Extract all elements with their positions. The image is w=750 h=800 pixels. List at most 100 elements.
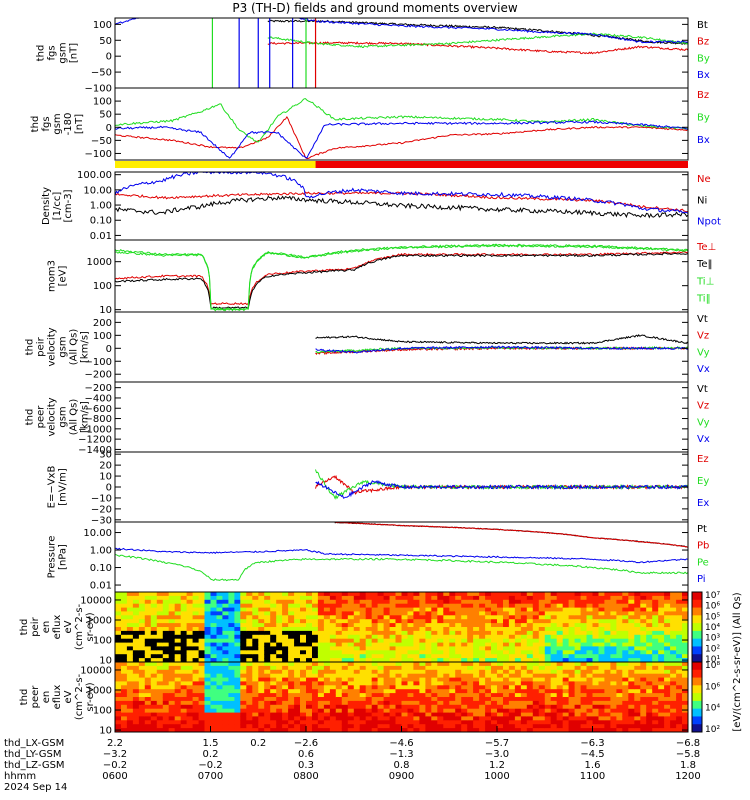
spectrogram-cell	[317, 673, 325, 679]
spectrogram-cell	[252, 677, 259, 682]
spectrogram-cell	[532, 619, 540, 624]
spectrogram-cell	[574, 712, 582, 717]
spectrogram-cell	[204, 634, 211, 640]
spectrogram-cell	[246, 669, 253, 675]
spectrogram-cell	[485, 619, 492, 624]
xaxis-value: 0.3	[298, 760, 314, 771]
spectrogram-cell	[323, 724, 331, 729]
spectrogram-cell	[568, 669, 576, 675]
colorbar-label: [eV/(cm^2-s-sr-eV)] (All Qs)	[732, 592, 743, 731]
spectrogram-cell	[592, 689, 599, 694]
spectrogram-cell	[461, 603, 468, 609]
spectrogram-cell	[676, 592, 683, 597]
spectrogram-cell	[401, 607, 408, 612]
spectrogram-cell	[670, 615, 677, 620]
spectrogram-cell	[467, 712, 474, 717]
spectrogram-cell	[300, 693, 307, 698]
spectrogram-cell	[658, 634, 665, 640]
spectrogram-cell	[479, 642, 486, 647]
spectrogram-cell	[246, 693, 253, 698]
spectrogram-cell	[413, 665, 420, 671]
spectrogram-cell	[192, 704, 200, 710]
spectrogram-cell	[455, 669, 462, 675]
ytick-label: 10	[99, 656, 112, 667]
spectrogram-cell	[658, 677, 665, 682]
spectrogram-cell	[115, 662, 122, 667]
spectrogram-cell	[312, 720, 319, 725]
spectrogram-cell	[580, 615, 588, 620]
spectrogram-cell	[616, 689, 623, 694]
spectrogram-cell	[419, 623, 426, 628]
spectrogram-cell	[640, 611, 647, 616]
spectrogram-cell	[562, 716, 570, 721]
spectrogram-cell	[491, 634, 498, 640]
spectrogram-cell	[306, 646, 313, 651]
spectrogram-cell	[682, 677, 689, 682]
spectrogram-cell	[652, 712, 659, 717]
spectrogram-cell	[646, 646, 653, 651]
spectrogram-cell	[520, 712, 528, 717]
spectrogram-cell	[544, 638, 552, 644]
spectrogram-cell	[556, 712, 564, 717]
spectrogram-cell	[371, 627, 379, 632]
spectrogram-cell	[556, 700, 564, 706]
spectrogram-cell	[479, 623, 486, 628]
spectrogram-cell	[323, 685, 331, 690]
spectrogram-cell	[640, 642, 647, 647]
spectrogram-cell	[479, 630, 486, 636]
spectrogram-cell	[520, 658, 528, 663]
spectrogram-cell	[335, 654, 343, 659]
spectrogram-cell	[652, 693, 659, 698]
spectrogram-cell	[568, 634, 576, 640]
spectrogram-cell	[383, 708, 391, 714]
spectrogram-cell	[503, 685, 510, 690]
spectrogram-cell	[682, 681, 689, 686]
spectrogram-cell	[312, 728, 319, 733]
spectrogram-cell	[550, 646, 558, 651]
spectrogram-cell	[359, 623, 367, 628]
spectrogram-cell	[467, 700, 474, 706]
spectrogram-cell	[401, 627, 408, 632]
spectrogram-cell	[294, 654, 301, 659]
spectrogram-cell	[168, 603, 176, 609]
spectrogram-cell	[192, 662, 200, 667]
spectrogram-cell	[353, 700, 361, 706]
spectrogram-cell	[598, 677, 605, 682]
spectrogram-cell	[335, 658, 343, 663]
spectrogram-cell	[359, 615, 367, 620]
ytick-label: 0.01	[90, 231, 112, 242]
spectrogram-cell	[323, 650, 331, 655]
spectrogram-cell	[174, 677, 182, 682]
spectrogram-cell	[377, 669, 385, 675]
spectrogram-cell	[479, 595, 486, 601]
spectrogram-cell	[312, 665, 319, 671]
spectrogram-cell	[216, 619, 223, 624]
spectrogram-cell	[371, 658, 379, 663]
spectrogram-cell	[353, 662, 361, 667]
spectrogram-cell	[132, 595, 140, 601]
spectrogram-cell	[413, 654, 420, 659]
spectrogram-cell	[395, 650, 402, 655]
ytick-label: 30	[99, 450, 112, 461]
spectrogram-cell	[556, 662, 564, 667]
spectrogram-cell	[562, 592, 570, 597]
spectrogram-cell	[664, 724, 671, 729]
spectrogram-cell	[222, 685, 229, 690]
spectrogram-cell	[449, 677, 456, 682]
spectrogram-cell	[389, 654, 397, 659]
spectrogram-cell	[544, 712, 552, 717]
spectrogram-cell	[407, 693, 414, 698]
spectrogram-cell	[437, 669, 444, 675]
spectrogram-cell	[210, 685, 217, 690]
spectrogram-cell	[115, 716, 122, 721]
spectrogram-cell	[341, 615, 349, 620]
spectrogram-cell	[210, 693, 217, 698]
spectrogram-cell	[222, 642, 229, 647]
spectrogram-cell	[312, 619, 319, 624]
spectrogram-cell	[616, 712, 623, 717]
spectrogram-cell	[138, 704, 146, 710]
spectrogram-cell	[383, 638, 391, 644]
spectrogram-cell	[544, 646, 552, 651]
spectrogram-cell	[658, 619, 665, 624]
series-0-By	[267, 32, 689, 48]
